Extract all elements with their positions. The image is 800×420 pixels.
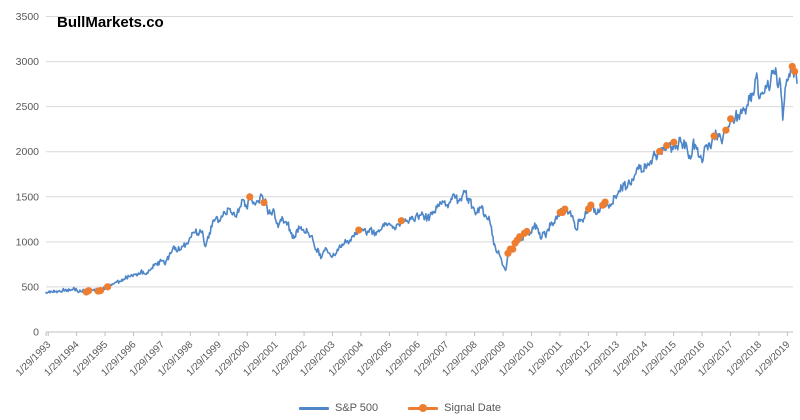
- svg-text:2500: 2500: [16, 101, 40, 113]
- svg-text:2000: 2000: [16, 146, 40, 158]
- chart-legend: S&P 500 Signal Date: [0, 402, 800, 414]
- legend-label-sp500: S&P 500: [334, 402, 379, 414]
- legend-item-sp500: S&P 500: [298, 402, 379, 414]
- legend-label-signal-date: Signal Date: [444, 402, 502, 414]
- signal-date-line-icon: [408, 404, 439, 412]
- svg-text:1000: 1000: [16, 236, 40, 248]
- svg-text:3500: 3500: [16, 11, 40, 23]
- sp500-line-icon: [298, 406, 329, 410]
- svg-text:3000: 3000: [16, 56, 40, 68]
- svg-text:500: 500: [21, 281, 39, 293]
- svg-text:1500: 1500: [16, 191, 40, 203]
- chart-title: BullMarkets.co: [57, 14, 164, 31]
- legend-item-signal-date: Signal Date: [408, 402, 501, 414]
- signal-date-dot-icon: [419, 404, 428, 412]
- svg-text:0: 0: [33, 327, 39, 339]
